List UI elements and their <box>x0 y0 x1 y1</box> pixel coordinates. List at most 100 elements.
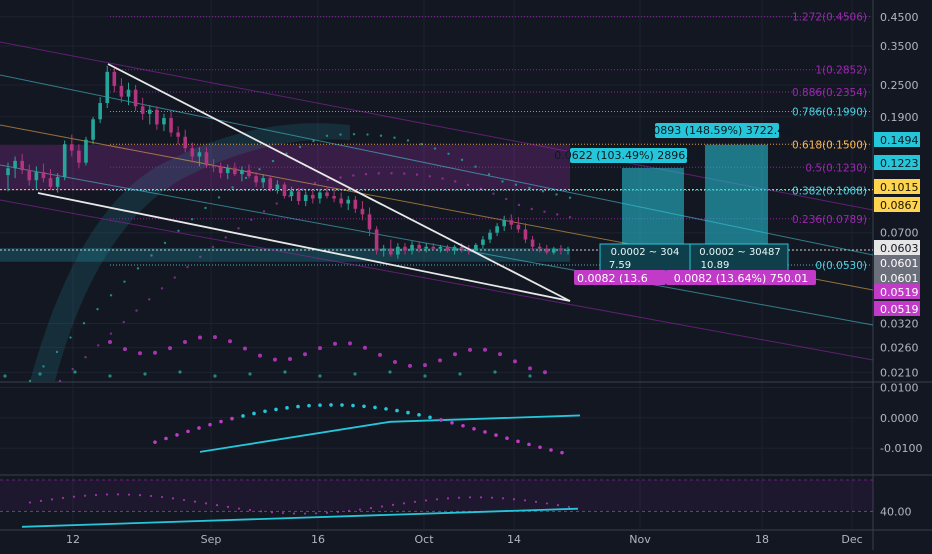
cloud-dot <box>173 276 176 279</box>
marker-dot <box>513 359 517 364</box>
grid-lines <box>0 0 873 529</box>
rsi-dot <box>402 502 406 505</box>
rsi-dot <box>105 493 109 496</box>
price-axis: 0.4500 0.3500 0.2500 0.1900 0.0700 0.0320 0.02… <box>874 11 920 379</box>
cloud-dot <box>352 174 355 177</box>
cloud-dot <box>377 172 380 175</box>
candle-body <box>445 246 450 251</box>
rsi-dot <box>358 508 362 511</box>
marker-dot <box>393 359 397 364</box>
rsi-dot <box>435 498 439 501</box>
cloud-dot <box>406 139 410 142</box>
cloud-dot <box>258 168 261 171</box>
candle-body <box>133 89 138 107</box>
candle-body <box>268 178 273 190</box>
rsi-dot <box>457 496 461 499</box>
rsi-dot <box>523 499 527 502</box>
oscillator-dot <box>318 403 322 407</box>
candle-body <box>176 132 180 137</box>
cloud-dot <box>122 320 125 324</box>
candle-body <box>424 246 429 249</box>
cloud-dot <box>366 133 369 136</box>
rsi-dot <box>94 493 98 497</box>
candle-body <box>481 239 485 245</box>
cloud-dot <box>568 196 572 199</box>
oscillator-dot <box>527 442 531 447</box>
measurement-tools: 0.0893 (148.59%) 3722.49 0.0622 (103.49%)… <box>554 123 816 285</box>
oscillator-dot <box>549 448 553 452</box>
cloud-arc <box>28 123 572 383</box>
price-label-bg <box>874 284 920 299</box>
cloud-dot <box>415 173 419 176</box>
rsi-dot <box>380 505 384 508</box>
oscillator-dot <box>450 421 454 425</box>
cloud-dot <box>55 350 59 354</box>
rsi-dot <box>303 512 307 515</box>
fib-level-label: 0.382(0.1008) <box>792 185 867 197</box>
oscillator-dot <box>263 409 267 414</box>
candle-body <box>233 168 237 175</box>
marker-dot <box>178 370 182 374</box>
marker-dot <box>378 352 382 357</box>
oscillator-dot <box>208 422 212 427</box>
marker-dot <box>353 372 357 376</box>
candle-body <box>190 148 195 157</box>
price-label: 0.0519 <box>880 303 919 316</box>
cloud-dot <box>379 134 383 137</box>
rsi-dot <box>182 498 186 502</box>
rsi-dot <box>248 508 252 512</box>
cloud-dot <box>271 159 275 163</box>
rsi-pane: 40.00 <box>0 479 912 528</box>
marker-dot <box>528 366 532 371</box>
cloud-dot <box>555 193 558 196</box>
fib-level-label: 0.5(0.1230) <box>805 162 867 174</box>
candle-body <box>155 109 159 125</box>
cloud-dot <box>460 158 464 162</box>
rsi-dot <box>369 506 373 510</box>
time-tick-label: Nov <box>629 533 651 546</box>
rsi-tick-label: 40.00 <box>880 505 912 518</box>
cloud-dot <box>71 367 74 371</box>
price-label: 0.1494 <box>880 134 919 147</box>
time-tick-label: Sep <box>201 533 222 546</box>
measure-small-label: 10.89 <box>701 260 730 271</box>
oscillator-dot <box>472 427 476 431</box>
candle-body <box>403 246 407 251</box>
rsi-dot <box>116 493 120 496</box>
rsi-dot <box>281 511 285 515</box>
measure-label-top-bg <box>655 123 779 138</box>
cloud-dot <box>224 236 227 239</box>
rsi-dot <box>83 494 87 497</box>
cloud-dot <box>339 176 342 179</box>
candle-body <box>311 194 315 199</box>
marker-dot <box>348 341 352 346</box>
candle-body <box>388 248 393 255</box>
price-label: 0.0867 <box>880 199 919 212</box>
marker-dot <box>288 356 292 361</box>
candle-body <box>218 166 223 174</box>
wedge-upper-line <box>107 63 571 302</box>
oscillator-dot <box>516 439 520 444</box>
measure-magenta-bg <box>666 270 816 285</box>
price-label-bg <box>874 132 920 147</box>
candle-body <box>396 246 400 255</box>
time-tick-label: 12 <box>66 533 80 546</box>
cloud-dot <box>568 216 572 219</box>
rsi-dot <box>490 496 494 499</box>
candle-body <box>247 170 251 177</box>
oscillator-dot <box>186 429 190 434</box>
oscillator-dot <box>538 445 542 450</box>
price-label: 0.0519 <box>880 286 919 299</box>
fib-level-label: 1.272(0.4506) <box>792 12 867 24</box>
oscillator-dot <box>153 440 157 444</box>
rsi-dot <box>314 512 318 515</box>
rsi-dot <box>391 503 395 507</box>
cloud-dot <box>403 172 406 175</box>
marker-dot <box>3 374 7 378</box>
oscillator-dot <box>164 436 168 441</box>
oscillator-dot <box>307 403 311 408</box>
candle-body <box>332 196 336 199</box>
measure-box-left <box>599 243 691 272</box>
